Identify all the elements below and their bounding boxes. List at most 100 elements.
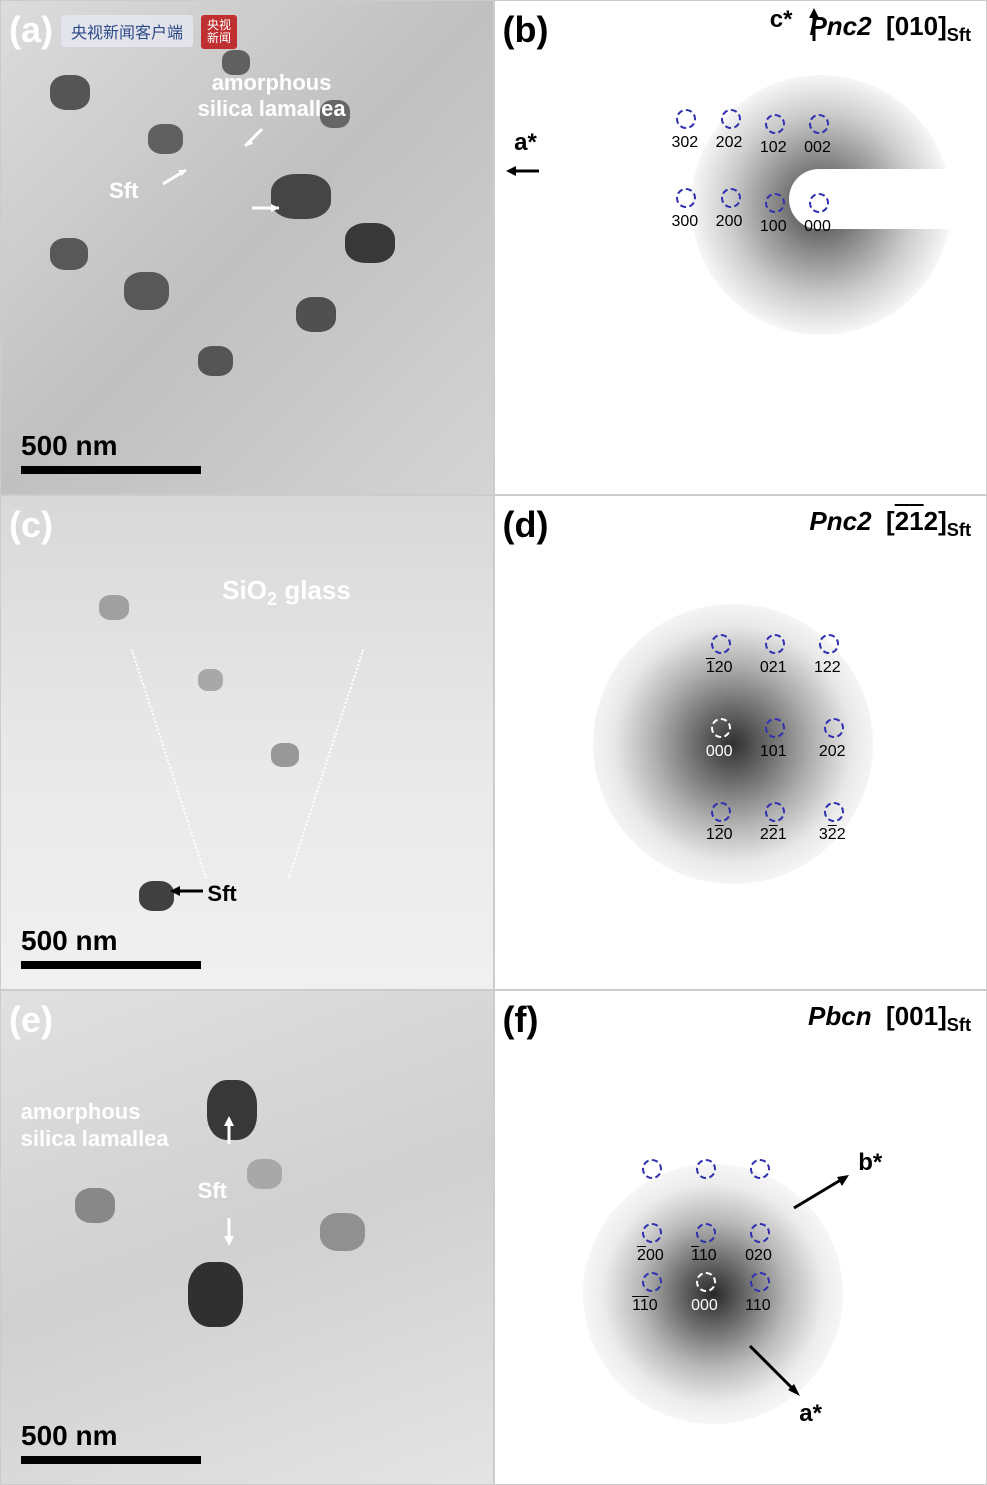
spot-000-f — [696, 1272, 716, 1292]
panel-label-c: (c) — [9, 504, 53, 546]
spot-label-101: 101 — [760, 743, 787, 761]
zone-axis-label-b: [010] — [886, 11, 947, 41]
spot-1m20 — [711, 802, 731, 822]
spot-label-021: 021 — [760, 659, 787, 677]
axis-b-arrow — [789, 1168, 859, 1218]
zone-axis-d: Pnc2 [212]Sft — [809, 506, 971, 541]
arrow-sft-a1 — [158, 164, 193, 189]
spot-m110 — [696, 1223, 716, 1243]
space-group-d: Pnc2 — [809, 506, 871, 536]
panel-label-d: (d) — [503, 504, 549, 546]
panel-c: (c) SiO2 glass Sft 500 nm — [0, 495, 494, 990]
spot-label-102: 102 — [760, 139, 787, 157]
spot-label-302: 302 — [671, 134, 698, 152]
zone-sub-f: Sft — [947, 1015, 971, 1035]
arrow-sft-a2 — [247, 198, 287, 218]
spot-020 — [750, 1223, 770, 1243]
spot-f-ex2 — [696, 1159, 716, 1179]
space-group-f: Pbcn — [808, 1001, 872, 1031]
zone-sub-d: Sft — [947, 520, 971, 540]
spot-f-ex3 — [750, 1159, 770, 1179]
spot-m120 — [711, 634, 731, 654]
arrow-sft-e1 — [217, 1114, 242, 1149]
scale-bar-text-a: 500 nm — [21, 430, 118, 461]
spot-label-000-f: 000 — [691, 1297, 718, 1315]
axis-c-label: c* — [770, 6, 793, 34]
watermark-badge: 央视新闻 — [201, 15, 237, 49]
spot-label-000-b: 000 — [804, 218, 831, 236]
zone-sub-b: Sft — [947, 25, 971, 45]
space-group-b: Pnc2 — [809, 11, 871, 41]
scale-bar-a: 500 nm — [21, 430, 201, 474]
panel-f: (f) Pbcn [001]Sft b* a* 200 110 020 110 … — [494, 990, 987, 1485]
annotation-sft-c: Sft — [207, 881, 236, 907]
axis-a-arrow-f — [740, 1336, 810, 1406]
panel-label-e: (e) — [9, 999, 53, 1041]
zone-axis-b: Pnc2 [010]Sft — [809, 11, 971, 46]
annotation-amorphous-e: amorphoussilica lamallea — [21, 1099, 169, 1152]
spot-101 — [765, 718, 785, 738]
spot-202-d — [824, 718, 844, 738]
dotted-line-2 — [288, 649, 364, 878]
figure-grid: (a) 央视新闻客户端 央视新闻 amorphoussilica lamalle… — [0, 0, 987, 1485]
spot-label-202: 202 — [716, 134, 743, 152]
spot-label-m120: 120 — [706, 659, 733, 677]
panel-e: (e) amorphoussilica lamallea Sft 500 nm — [0, 990, 494, 1485]
spot-000-d — [711, 718, 731, 738]
zone-axis-label-d: [212] — [886, 506, 947, 536]
spot-label-200: 200 — [716, 213, 743, 231]
spot-f-ex1 — [642, 1159, 662, 1179]
scale-bar-line-e — [21, 1456, 201, 1464]
spot-m200 — [642, 1223, 662, 1243]
spot-label-m200: 200 — [637, 1247, 664, 1265]
spot-202 — [721, 109, 741, 129]
zone-axis-f: Pbcn [001]Sft — [808, 1001, 971, 1036]
panel-a: (a) 央视新闻客户端 央视新闻 amorphoussilica lamalle… — [0, 0, 494, 495]
spot-label-202-d: 202 — [819, 743, 846, 761]
axis-b-label: b* — [858, 1149, 882, 1177]
spot-label-020: 020 — [745, 1247, 772, 1265]
spot-label-100: 100 — [760, 218, 787, 236]
spot-2m21 — [765, 802, 785, 822]
annotation-sft-a1: Sft — [109, 178, 138, 204]
panel-label-a: (a) — [9, 9, 53, 51]
spot-label-000-d: 000 — [706, 743, 733, 761]
spot-label-2m21: 221 — [760, 826, 787, 844]
annotation-sft-e: Sft — [198, 1178, 227, 1204]
scale-bar-line-c — [21, 961, 201, 969]
spot-200 — [721, 188, 741, 208]
spot-021 — [765, 634, 785, 654]
panel-b: (b) Pnc2 [010]Sft c* a* 302 202 102 002 … — [494, 0, 987, 495]
panel-label-b: (b) — [503, 9, 549, 51]
spot-3m22 — [824, 802, 844, 822]
annotation-glass-c: SiO2 glass — [222, 575, 351, 610]
spot-302 — [676, 109, 696, 129]
scale-bar-line-a — [21, 466, 201, 474]
panel-label-f: (f) — [503, 999, 539, 1041]
spot-label-1m20: 120 — [706, 826, 733, 844]
scale-bar-c: 500 nm — [21, 925, 201, 969]
spot-label-110: 110 — [745, 1297, 771, 1315]
scale-bar-text-e: 500 nm — [21, 1420, 118, 1451]
scale-bar-e: 500 nm — [21, 1420, 201, 1464]
zone-axis-label-f: [001] — [886, 1001, 947, 1031]
watermark-text: 央视新闻客户端 — [61, 15, 193, 47]
spot-label-m1m10: 110 — [632, 1297, 658, 1315]
annotation-amorphous-a: amorphoussilica lamallea — [198, 70, 346, 123]
arrow-sft-e2 — [217, 1213, 242, 1248]
spot-label-m110: 110 — [691, 1247, 717, 1265]
spot-122 — [819, 634, 839, 654]
spot-label-002: 002 — [804, 139, 831, 157]
scale-bar-text-c: 500 nm — [21, 925, 118, 956]
spot-100 — [765, 193, 785, 213]
axis-a-label: a* — [514, 129, 537, 157]
spot-label-300: 300 — [671, 213, 698, 231]
dotted-line-1 — [131, 649, 207, 878]
arrow-sft-c — [168, 881, 208, 901]
arrow-amorphous-a — [237, 124, 267, 154]
spot-label-3m22: 322 — [819, 826, 846, 844]
spot-110 — [750, 1272, 770, 1292]
spot-label-122: 122 — [814, 659, 841, 677]
panel-d: (d) Pnc2 [212]Sft 120 021 122 000 101 20… — [494, 495, 987, 990]
spot-m1m10 — [642, 1272, 662, 1292]
